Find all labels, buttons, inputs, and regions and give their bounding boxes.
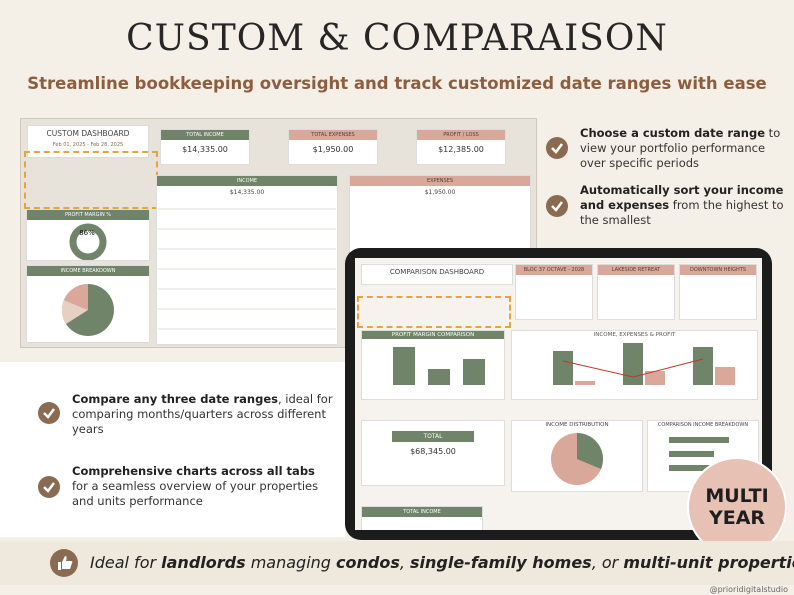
chart-card: INCOME DISTRIBUTION: [511, 420, 643, 492]
feature: Comprehensive charts across all tabs for…: [72, 464, 334, 509]
banner-part: ,: [399, 553, 411, 572]
pie-chart: [551, 433, 603, 485]
card-value: $12,385.00: [438, 145, 484, 154]
income-card: TOTAL INCOME: [361, 506, 483, 530]
chart-title: COMPARISON INCOME BREAKDOWN: [657, 422, 749, 428]
banner-bold: multi-unit properties: [623, 553, 794, 572]
banner-text: Ideal for landlords managing condos, sin…: [90, 553, 794, 572]
feature: Compare any three date ranges, ideal for…: [72, 392, 334, 437]
subtitle: Streamline bookkeeping oversight and tra…: [27, 74, 767, 93]
banner-part: , or: [591, 553, 624, 572]
banner-bold: landlords: [161, 553, 246, 572]
check-icon: [546, 195, 568, 217]
chart-card: INCOME, EXPENSES & PROFIT: [511, 330, 758, 400]
dashboard-title: COMPARISON DASHBOARD: [361, 264, 513, 285]
property-card: DOWNTOWN HEIGHTS: [679, 264, 757, 320]
badge-line: MULTI: [705, 485, 769, 507]
breakdown-card: INCOME BREAKDOWN: [26, 265, 150, 343]
chart-title: INCOME DISTRIBUTION: [545, 422, 609, 428]
property-name: LAKESIDE RETREAT: [598, 265, 674, 275]
margin-value: 86%: [79, 229, 95, 237]
comparison-dashboard-screenshot: COMPARISON DASHBOARD BLOC 37 OCTAVE - 20…: [355, 258, 762, 530]
card-value: $1,950.00: [312, 145, 354, 154]
dashboard-title: CUSTOM DASHBOARD: [46, 129, 130, 138]
banner-bold: single-family homes: [410, 553, 592, 572]
property-name: DOWNTOWN HEIGHTS: [680, 265, 756, 275]
chart-title: INCOME, EXPENSES & PROFIT: [512, 331, 757, 339]
property-card: LAKESIDE RETREAT: [597, 264, 675, 320]
income-title: INCOME: [157, 176, 337, 186]
watermark: @prioridigitalstudio: [709, 585, 788, 594]
banner-part: Ideal for: [90, 553, 162, 572]
feature-text: for a seamless overview of your properti…: [72, 479, 319, 508]
total-value: $68,345.00: [410, 447, 456, 456]
total-label: TOTAL: [392, 431, 474, 442]
feature-text: from the highest to the smallest: [580, 198, 784, 227]
badge: MULTI YEAR: [687, 457, 787, 557]
combo-chart: [553, 343, 735, 385]
check-icon: [546, 137, 568, 159]
feature-bold: Automatically sort your income and expen…: [580, 183, 784, 212]
breakdown-title: INCOME BREAKDOWN: [27, 266, 149, 276]
card-label: TOTAL INCOME: [161, 130, 249, 140]
income-table: INCOME $14,335.00: [156, 175, 338, 345]
pie-slice: [64, 284, 88, 310]
table-rows: [158, 208, 336, 330]
highlight: [357, 296, 511, 328]
feature: Automatically sort your income and expen…: [580, 183, 785, 228]
date-range: Feb 01, 2025 - Feb 28, 2025: [52, 142, 124, 148]
expenses-total: $1,950.00: [424, 189, 456, 196]
card-label: PROFIT / LOSS: [417, 130, 505, 140]
card-value: $14,335.00: [182, 145, 228, 154]
feature: Choose a custom date range to view your …: [580, 126, 785, 171]
total-income: TOTAL INCOME: [362, 507, 482, 517]
bar-chart: [393, 347, 485, 385]
features-panel: [0, 362, 345, 537]
expenses-title: EXPENSES: [350, 176, 530, 186]
banner-part: managing: [245, 553, 337, 572]
card-label: TOTAL EXPENSES: [289, 130, 377, 140]
summary-card: PROFIT / LOSS $12,385.00: [416, 129, 506, 165]
banner: Ideal for landlords managing condos, sin…: [0, 541, 794, 585]
feature-text: , ideal for comparing months/quarters ac…: [72, 392, 333, 436]
summary-card: TOTAL INCOME $14,335.00: [160, 129, 250, 165]
income-total: $14,335.00: [229, 189, 265, 196]
title: CUSTOM & COMPARAISON: [126, 18, 668, 59]
property-card: BLOC 37 OCTAVE - 2028: [515, 264, 593, 320]
chart-card: PROFIT MARGIN COMPARISON: [361, 330, 505, 400]
margin-donut: [69, 223, 107, 261]
badge-line: YEAR: [708, 507, 766, 529]
feature-bold: Choose a custom date range: [580, 126, 766, 140]
margin-title: PROFIT MARGIN %: [27, 210, 149, 220]
pie-slice: [61, 300, 88, 324]
total-card: TOTAL $68,345.00: [361, 420, 505, 486]
feature-text: to view your portfolio performance over …: [580, 126, 781, 170]
banner-bold: condos: [336, 553, 400, 572]
thumb-icon: [50, 549, 78, 577]
donut-ring: [69, 223, 107, 261]
feature-bold: Compare any three date ranges: [72, 392, 278, 406]
feature-bold: Comprehensive charts across all tabs: [72, 464, 315, 478]
highlight: [24, 151, 158, 209]
chart-title: PROFIT MARGIN COMPARISON: [362, 331, 504, 339]
summary-card: TOTAL EXPENSES $1,950.00: [288, 129, 378, 165]
check-icon: [38, 402, 60, 424]
breakdown-pie: [61, 284, 114, 336]
check-icon: [38, 476, 60, 498]
property-name: BLOC 37 OCTAVE - 2028: [516, 265, 592, 275]
margin-card: PROFIT MARGIN %: [26, 209, 150, 261]
